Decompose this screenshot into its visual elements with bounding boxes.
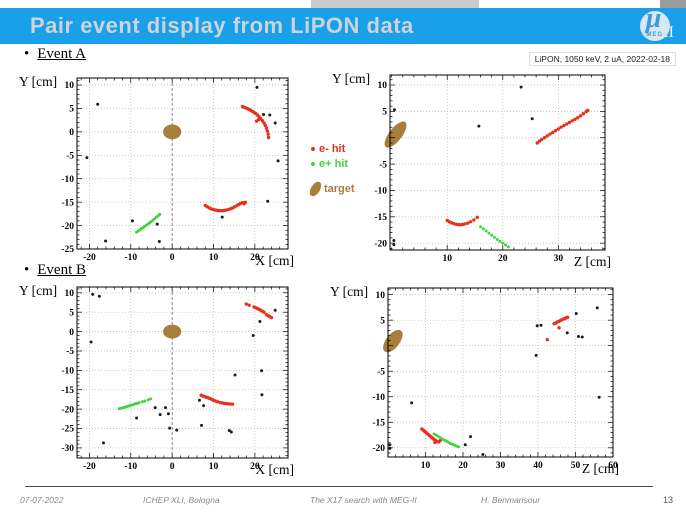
meg-logo-circle: µ MEG bbox=[640, 11, 671, 41]
bullet-icon: • bbox=[24, 46, 30, 62]
mu-glyph: µ bbox=[645, 11, 662, 34]
header-bar: Pair event display from LiPON data µ MEG… bbox=[0, 8, 686, 44]
roman-numeral-ii: II bbox=[663, 24, 674, 41]
svg-text:0: 0 bbox=[69, 128, 74, 138]
svg-text:-5: -5 bbox=[66, 347, 74, 357]
svg-text:10: 10 bbox=[442, 254, 452, 264]
svg-text:-20: -20 bbox=[61, 405, 74, 415]
svg-text:-20: -20 bbox=[372, 444, 385, 454]
svg-text:-20: -20 bbox=[374, 239, 387, 249]
svg-text:5: 5 bbox=[69, 105, 74, 115]
y-axis-title: Y [cm] bbox=[330, 284, 369, 299]
event-a-text: Event A bbox=[37, 46, 87, 62]
window-edge-strip bbox=[0, 0, 686, 8]
plot-event-a-xy: Y [cm] -20 -10 0 10 20 10 5 0 -5 -10 -15 -20 -25 X [… bbox=[17, 72, 308, 269]
svg-text:10: 10 bbox=[209, 253, 219, 263]
svg-text:0: 0 bbox=[170, 253, 175, 263]
svg-text:-5: -5 bbox=[66, 152, 74, 162]
footer-conference: ICHEP XLI, Bologna bbox=[143, 495, 220, 505]
svg-text:-10: -10 bbox=[61, 367, 74, 377]
event-b-text: Event B bbox=[37, 262, 87, 278]
svg-text:5: 5 bbox=[382, 108, 387, 118]
event-b-xy-canvas: -20 -10 0 10 20 10 5 0 -5 -10 -15 -20 -25 -30 bbox=[61, 286, 289, 472]
svg-text:20: 20 bbox=[250, 462, 260, 472]
z-axis-title: Z [cm] bbox=[573, 254, 611, 269]
svg-text:-15: -15 bbox=[374, 213, 387, 223]
svg-text:50: 50 bbox=[571, 461, 581, 471]
event-b-zy-canvas: 10 20 30 40 50 60 10 5 -5 -10 -15 -20 bbox=[372, 287, 618, 471]
legend-target-label: target bbox=[324, 182, 355, 195]
svg-text:0: 0 bbox=[170, 462, 175, 472]
svg-text:60: 60 bbox=[608, 461, 618, 471]
svg-text:-10: -10 bbox=[374, 187, 387, 197]
meg-text: MEG bbox=[646, 32, 664, 38]
svg-text:40: 40 bbox=[533, 461, 543, 471]
legend-positron-label: e+ hit bbox=[319, 157, 349, 170]
svg-text:10: 10 bbox=[65, 289, 75, 299]
legend-target-row: target bbox=[307, 179, 355, 198]
x-axis-title: X [cm] bbox=[255, 253, 294, 268]
legend-electron-label: e- hit bbox=[319, 142, 346, 155]
footer-author: H. Benmansour bbox=[481, 495, 541, 505]
footer-divider bbox=[25, 486, 653, 487]
svg-text:20: 20 bbox=[458, 461, 468, 471]
y-axis-title: Y [cm] bbox=[19, 74, 58, 89]
svg-text:-10: -10 bbox=[372, 393, 385, 403]
svg-text:10: 10 bbox=[65, 81, 75, 91]
run-conditions-note: LiPON, 1050 keV, 2 uA, 2022-02-18 bbox=[528, 52, 676, 66]
event-a-xy-canvas: -20 -10 0 10 20 10 5 0 -5 -10 -15 -20 -25 bbox=[61, 77, 289, 263]
svg-text:-15: -15 bbox=[61, 386, 74, 396]
event-b-heading: • Event B bbox=[24, 262, 86, 279]
plot-event-b-zy: Y [cm] 10 20 30 40 50 60 10 5 -5 -10 -15 -20 Z [cm] bbox=[328, 282, 633, 477]
svg-text:10: 10 bbox=[421, 461, 431, 471]
legend: e- hit e+ hit target bbox=[307, 141, 355, 198]
bullet-icon: • bbox=[24, 262, 30, 278]
svg-text:10: 10 bbox=[376, 291, 386, 301]
z-axis-title: Z [cm] bbox=[581, 461, 619, 476]
event-a-zy-canvas: 10 20 30 10 5 -5 -10 -15 -20 bbox=[374, 74, 606, 264]
svg-text:30: 30 bbox=[554, 254, 564, 264]
window-tab-artifact bbox=[311, 0, 479, 8]
svg-text:20: 20 bbox=[250, 253, 260, 263]
svg-text:0: 0 bbox=[69, 328, 74, 338]
electron-marker-icon bbox=[311, 146, 315, 151]
event-a-heading: • Event A bbox=[24, 46, 86, 63]
svg-text:10: 10 bbox=[378, 81, 388, 91]
plot-event-a-zy: Y [cm] 10 20 30 10 5 -5 -10 -15 -20 Z [cm] bbox=[330, 69, 625, 270]
svg-text:-25: -25 bbox=[61, 425, 74, 435]
page-number: 13 bbox=[662, 495, 673, 505]
svg-text:-10: -10 bbox=[124, 462, 137, 472]
svg-text:-10: -10 bbox=[61, 175, 74, 185]
svg-text:-5: -5 bbox=[379, 160, 387, 170]
legend-positron-row: e+ hit bbox=[311, 156, 355, 171]
svg-text:-25: -25 bbox=[61, 245, 74, 255]
svg-text:-30: -30 bbox=[61, 444, 74, 454]
window-corner-artifact bbox=[660, 0, 686, 8]
svg-text:-15: -15 bbox=[372, 418, 385, 428]
y-axis-title: Y [cm] bbox=[332, 71, 371, 86]
slide-title: Pair event display from LiPON data bbox=[30, 13, 414, 38]
target-ellipse-icon bbox=[307, 179, 324, 198]
svg-text:-15: -15 bbox=[61, 198, 74, 208]
svg-text:-5: -5 bbox=[377, 367, 385, 377]
svg-text:-20: -20 bbox=[61, 222, 74, 232]
legend-electron-row: e- hit bbox=[311, 141, 355, 156]
svg-text:-20: -20 bbox=[83, 253, 96, 263]
svg-text:5: 5 bbox=[380, 316, 385, 326]
meg-ii-logo: µ MEG II bbox=[640, 11, 674, 41]
footer-talk-title: The X17 search with MEG-II bbox=[310, 495, 417, 505]
x-axis-title: X [cm] bbox=[255, 462, 294, 477]
y-axis-title: Y [cm] bbox=[19, 283, 58, 298]
plot-event-b-xy: Y [cm] -20 -10 0 10 20 10 5 0 -5 -10 -15 -20 -25 -30 … bbox=[17, 281, 308, 478]
svg-text:30: 30 bbox=[496, 461, 506, 471]
svg-text:10: 10 bbox=[209, 462, 219, 472]
svg-text:-10: -10 bbox=[124, 253, 137, 263]
svg-text:5: 5 bbox=[69, 308, 74, 318]
svg-text:-20: -20 bbox=[83, 462, 96, 472]
footer-date: 07-07-2022 bbox=[20, 495, 64, 505]
positron-marker-icon bbox=[311, 161, 315, 166]
svg-text:20: 20 bbox=[498, 254, 508, 264]
